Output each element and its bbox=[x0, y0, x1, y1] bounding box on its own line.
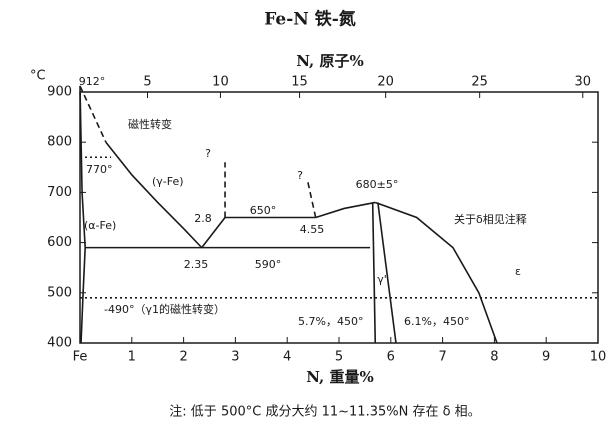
annotation: 912° bbox=[79, 75, 106, 88]
phase-boundary bbox=[307, 182, 317, 218]
phase-boundary bbox=[79, 85, 86, 344]
y-axis-unit: °C bbox=[30, 69, 46, 84]
x-tick-label: 1 bbox=[128, 350, 136, 365]
x-tick-label: Fe bbox=[73, 350, 88, 365]
phase-boundary bbox=[374, 201, 498, 344]
y-tick-label: 400 bbox=[47, 336, 72, 351]
annotation: 磁性转变 bbox=[128, 117, 172, 131]
y-tick-label: 600 bbox=[47, 235, 72, 250]
x-tick-label: 8 bbox=[490, 350, 498, 365]
y-tick-label: 800 bbox=[47, 135, 72, 150]
phase-boundary bbox=[371, 202, 377, 344]
phase-boundary bbox=[201, 217, 226, 249]
x2-tick-label: 20 bbox=[377, 75, 394, 90]
x-tick-label: 9 bbox=[542, 350, 550, 365]
x-tick-label: 6 bbox=[387, 350, 395, 365]
annotation: 590° bbox=[255, 258, 282, 271]
x-tick-label: 10 bbox=[590, 350, 607, 365]
annotation: 2.8 bbox=[194, 212, 212, 225]
annotation: ? bbox=[205, 147, 211, 160]
annotation: γ' bbox=[377, 273, 387, 286]
x-tick-label: 5 bbox=[335, 350, 343, 365]
annotation: -490°（γ1的磁性转变） bbox=[104, 302, 225, 316]
annotation: ? bbox=[297, 169, 303, 182]
y-tick-label: 500 bbox=[47, 285, 72, 300]
x2-tick-label: 5 bbox=[143, 75, 151, 90]
x-tick-label: 3 bbox=[231, 350, 239, 365]
annotation: 5.7%，450° bbox=[298, 315, 363, 328]
annotation: 2.35 bbox=[184, 258, 209, 271]
x-tick-label: 2 bbox=[179, 350, 187, 365]
phase-boundary bbox=[79, 85, 107, 143]
annotation: 680±5° bbox=[356, 178, 399, 191]
annotation: 650° bbox=[250, 204, 277, 217]
x2-tick-label: 10 bbox=[212, 75, 229, 90]
x2-axis-title: N, 原子% bbox=[296, 52, 363, 70]
phase-boundary bbox=[315, 201, 376, 219]
chart-title: Fe-N 铁-氮 bbox=[264, 9, 356, 30]
x2-tick-label: 25 bbox=[471, 75, 488, 90]
x-tick-label: 4 bbox=[283, 350, 291, 365]
x2-tick-label: 30 bbox=[575, 75, 592, 90]
y-tick-label: 900 bbox=[47, 85, 72, 100]
x-axis-title: N, 重量% bbox=[306, 368, 373, 386]
x-tick-label: 7 bbox=[438, 350, 446, 365]
annotation: (γ-Fe) bbox=[152, 175, 184, 188]
annotation: ε bbox=[515, 265, 521, 278]
annotation: 4.55 bbox=[300, 223, 325, 236]
x2-tick-label: 15 bbox=[291, 75, 308, 90]
phase-boundary bbox=[377, 202, 397, 344]
annotation: (α-Fe) bbox=[84, 219, 116, 232]
phase-boundary bbox=[105, 141, 203, 249]
annotation: 关于δ相见注释 bbox=[454, 212, 527, 226]
y-tick-label: 700 bbox=[47, 185, 72, 200]
note: 注: 低于 500°C 成分大约 11~11.35%N 存在 δ 相。 bbox=[169, 405, 480, 420]
annotation: 6.1%，450° bbox=[404, 315, 469, 328]
annotation: 770° bbox=[86, 163, 113, 176]
